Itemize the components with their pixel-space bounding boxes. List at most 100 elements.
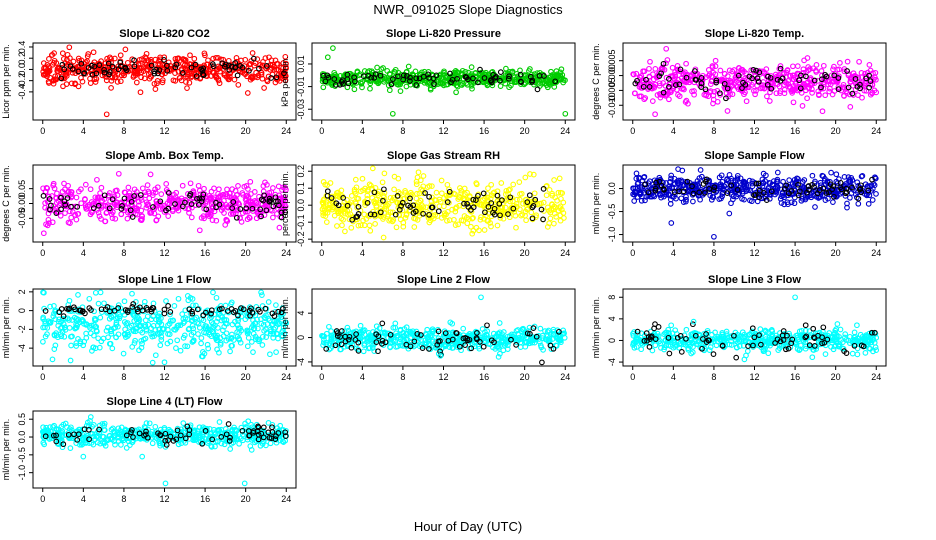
data-point xyxy=(44,185,51,192)
y-tick-label: -0.2 xyxy=(296,231,306,247)
data-point xyxy=(186,69,192,76)
data-point xyxy=(251,189,258,195)
data-point xyxy=(66,44,73,51)
data-point xyxy=(638,197,645,204)
data-point xyxy=(121,298,128,305)
data-point xyxy=(548,68,554,75)
reference-point xyxy=(203,206,210,213)
panel-ylabel: Licor ppm per min. xyxy=(1,44,11,119)
x-tick-label: 4 xyxy=(81,248,86,258)
data-point xyxy=(664,57,671,63)
data-point xyxy=(646,74,653,80)
data-point xyxy=(870,70,876,76)
x-tick-label: 20 xyxy=(831,248,841,258)
reference-point xyxy=(426,211,432,218)
data-point xyxy=(244,343,251,350)
data-point xyxy=(697,196,703,203)
data-point xyxy=(367,227,374,234)
outlier-point xyxy=(389,110,396,117)
data-point xyxy=(441,210,448,217)
data-point xyxy=(809,86,815,93)
reference-point xyxy=(698,84,705,90)
data-point xyxy=(546,207,553,214)
data-point xyxy=(244,216,251,223)
data-point xyxy=(707,88,714,94)
data-point xyxy=(832,76,838,83)
reference-point xyxy=(351,74,357,81)
data-point xyxy=(382,203,389,210)
data-point xyxy=(790,63,796,70)
data-point xyxy=(786,177,793,183)
data-point xyxy=(743,188,750,194)
data-point xyxy=(168,204,175,210)
data-point xyxy=(206,193,213,199)
data-point xyxy=(733,181,740,188)
data-point xyxy=(148,56,154,63)
reference-point xyxy=(367,211,374,218)
reference-point xyxy=(819,76,825,83)
reference-point xyxy=(67,63,74,70)
reference-point xyxy=(482,209,488,216)
reference-point xyxy=(243,205,250,212)
reference-point xyxy=(849,184,855,191)
data-point xyxy=(799,103,806,109)
y-tick-label: 0.4 xyxy=(17,41,27,54)
data-point xyxy=(253,199,259,205)
reference-point xyxy=(233,214,240,221)
data-point xyxy=(188,214,195,221)
data-point xyxy=(812,204,818,210)
series-points xyxy=(319,294,568,366)
data-point xyxy=(323,219,330,225)
reference-point xyxy=(266,198,273,205)
outlier-point xyxy=(152,86,159,92)
data-point xyxy=(131,186,138,193)
y-tick-label: -0.03 xyxy=(296,99,306,120)
reference-point xyxy=(764,81,771,88)
data-point xyxy=(536,200,543,207)
data-point xyxy=(873,89,880,96)
data-point xyxy=(457,185,463,191)
reference-point xyxy=(75,68,82,75)
data-point xyxy=(263,334,270,340)
data-point xyxy=(478,201,485,208)
data-point xyxy=(389,218,396,225)
data-point xyxy=(205,57,211,64)
data-point xyxy=(166,197,173,204)
data-point xyxy=(117,78,124,85)
data-point xyxy=(710,96,717,103)
data-point xyxy=(224,218,231,224)
data-point xyxy=(105,58,112,65)
data-point xyxy=(780,178,786,185)
reference-point xyxy=(845,84,852,91)
data-point xyxy=(668,172,675,179)
reference-point xyxy=(246,67,252,74)
data-point xyxy=(508,69,515,76)
data-point xyxy=(444,217,450,224)
outlier-point xyxy=(103,111,110,118)
outlier-point xyxy=(324,54,331,61)
data-point xyxy=(243,183,250,189)
panel-title: Slope Line 2 Flow xyxy=(397,274,490,286)
data-point xyxy=(282,197,289,204)
reference-point xyxy=(835,75,842,81)
reference-point xyxy=(823,190,830,196)
x-tick-label: 24 xyxy=(281,126,291,136)
data-point xyxy=(394,81,400,87)
reference-point xyxy=(105,60,112,67)
reference-point xyxy=(783,182,790,189)
data-point xyxy=(663,60,669,67)
outlier-point xyxy=(380,234,387,241)
data-point xyxy=(187,180,194,187)
data-point xyxy=(488,181,495,188)
reference-point xyxy=(261,192,267,199)
data-point xyxy=(225,76,232,83)
data-point xyxy=(109,345,116,352)
data-point xyxy=(172,55,179,62)
data-point xyxy=(666,183,673,190)
x-tick-label: 0 xyxy=(630,126,635,136)
data-point xyxy=(265,299,272,305)
data-point xyxy=(369,195,376,201)
data-point xyxy=(344,324,351,331)
data-point xyxy=(44,73,50,80)
